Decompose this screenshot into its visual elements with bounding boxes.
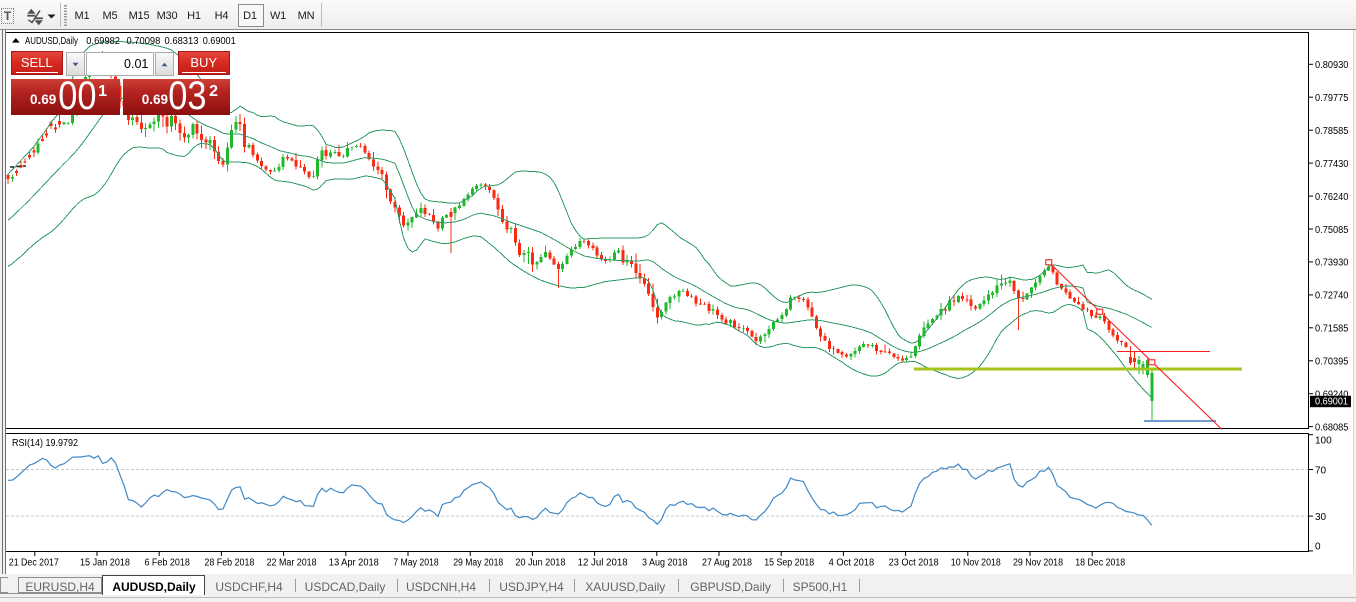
svg-text:0.68313: 0.68313 <box>165 36 199 47</box>
svg-text:0.69001: 0.69001 <box>1315 397 1348 408</box>
svg-text:AUDUSD,Daily: AUDUSD,Daily <box>25 36 78 47</box>
svg-text:0.69001: 0.69001 <box>203 36 236 47</box>
svg-text:7 May 2018: 7 May 2018 <box>393 558 439 569</box>
svg-text:0: 0 <box>1315 542 1321 553</box>
svg-text:0.69240: 0.69240 <box>1315 390 1349 401</box>
svg-text:M30: M30 <box>157 10 178 22</box>
svg-text:0.69982: 0.69982 <box>86 36 120 47</box>
svg-text:D1: D1 <box>243 10 257 22</box>
svg-text:0.77430: 0.77430 <box>1315 159 1349 170</box>
svg-text:23 Oct 2018: 23 Oct 2018 <box>889 558 939 569</box>
svg-text:0.70098: 0.70098 <box>127 36 161 47</box>
svg-text:0.79775: 0.79775 <box>1315 93 1349 104</box>
svg-text:10 Nov 2018: 10 Nov 2018 <box>951 558 1001 569</box>
svg-text:H4: H4 <box>215 10 229 22</box>
svg-text:70: 70 <box>1315 465 1327 476</box>
svg-text:0.75085: 0.75085 <box>1315 225 1349 236</box>
svg-text:W1: W1 <box>270 10 286 22</box>
svg-text:22 Mar 2018: 22 Mar 2018 <box>267 558 317 569</box>
svg-text:0.72740: 0.72740 <box>1315 291 1349 302</box>
svg-text:13 Apr 2018: 13 Apr 2018 <box>329 558 379 569</box>
svg-text:15 Jan 2018: 15 Jan 2018 <box>80 558 130 569</box>
svg-text:100: 100 <box>1315 436 1332 447</box>
svg-text:0.78585: 0.78585 <box>1315 126 1349 137</box>
svg-text:0.71585: 0.71585 <box>1315 324 1349 335</box>
svg-text:H1: H1 <box>187 10 201 22</box>
svg-text:15 Sep 2018: 15 Sep 2018 <box>764 558 814 569</box>
svg-text:21 Dec 2017: 21 Dec 2017 <box>9 558 59 569</box>
svg-text:12 Jul 2018: 12 Jul 2018 <box>578 558 628 569</box>
svg-text:0.68085: 0.68085 <box>1315 422 1349 433</box>
svg-text:29 May 2018: 29 May 2018 <box>453 558 503 569</box>
svg-text:3 Aug 2018: 3 Aug 2018 <box>642 558 688 569</box>
svg-text:29 Nov 2018: 29 Nov 2018 <box>1013 558 1063 569</box>
svg-text:20 Jun 2018: 20 Jun 2018 <box>515 558 565 569</box>
svg-text:M15: M15 <box>129 10 150 22</box>
svg-text:6 Feb 2018: 6 Feb 2018 <box>144 558 190 569</box>
svg-text:28 Feb 2018: 28 Feb 2018 <box>204 558 254 569</box>
svg-text:MN: MN <box>298 10 315 22</box>
svg-text:RSI(14) 19.9792: RSI(14) 19.9792 <box>12 438 78 449</box>
svg-text:4 Oct 2018: 4 Oct 2018 <box>829 558 875 569</box>
svg-text:0.76240: 0.76240 <box>1315 192 1349 203</box>
svg-text:M5: M5 <box>103 10 118 22</box>
svg-text:0.80930: 0.80930 <box>1315 60 1349 71</box>
svg-text:0.70395: 0.70395 <box>1315 357 1349 368</box>
svg-text:27 Aug 2018: 27 Aug 2018 <box>702 558 752 569</box>
svg-text:18 Dec 2018: 18 Dec 2018 <box>1075 558 1125 569</box>
svg-text:0.73930: 0.73930 <box>1315 258 1349 269</box>
svg-text:M1: M1 <box>75 10 90 22</box>
svg-text:30: 30 <box>1315 512 1327 523</box>
